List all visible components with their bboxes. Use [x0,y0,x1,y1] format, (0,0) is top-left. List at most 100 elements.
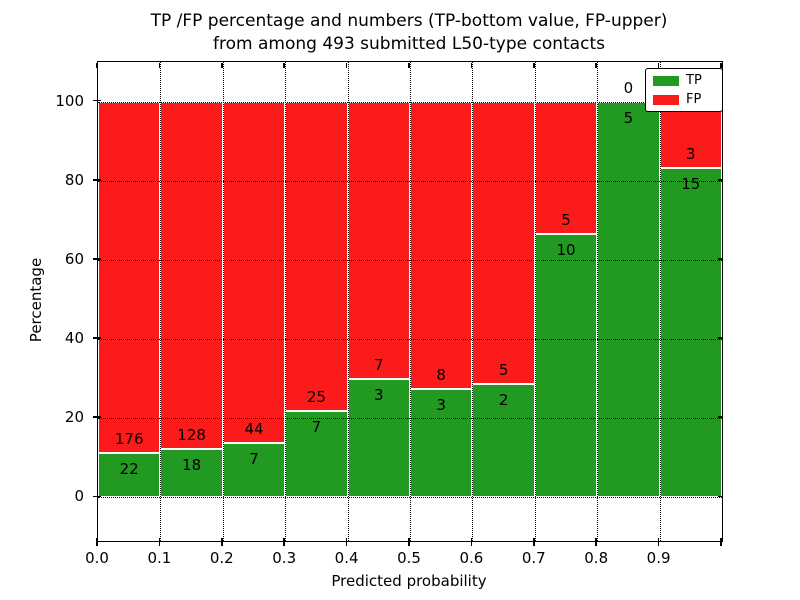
x-tick-label: 0.6 [459,549,484,567]
axis-tick [93,258,101,260]
fp-count-label: 5 [561,210,571,229]
fp-count-label: 128 [177,425,206,444]
x-tick-label: 0.9 [646,549,671,567]
tp-count-label: 7 [249,450,259,469]
axis-tick [345,62,348,68]
tp-bar-segment [659,167,722,498]
axis-tick [93,416,101,419]
x-tick-label: 0.3 [272,549,297,567]
fp-count-label: 44 [244,420,264,439]
y-axis-label: Percentage [27,257,45,343]
axis-tick [93,495,101,498]
axis-tick [718,416,723,419]
x-tick-label: 0.7 [521,549,546,567]
plot-area: 176 22 128 18 44 7 25 7 7 3 8 3 5 2 5 10 0 5 3 15 TP FP [97,61,723,542]
fp-bar-segment [285,101,348,411]
axis-tick [283,538,285,546]
axis-tick [158,538,161,546]
fp-count-label: 3 [686,144,696,163]
axis-tick [93,178,101,181]
x-tick-label: 0.4 [334,549,359,567]
tp-count-label: 2 [498,391,509,410]
v-gridline [222,62,224,541]
y-tick-label: 40 [64,329,84,348]
chart-title-line1: TP /FP percentage and numbers (TP-bottom… [150,11,668,31]
axis-tick [533,538,535,546]
tp-count-label: 22 [119,460,139,479]
axis-tick [408,538,410,546]
axis-tick [595,62,597,68]
legend-swatch-icon [653,75,679,86]
tp-count-label: 15 [681,174,701,193]
x-tick-label: 0.5 [397,549,421,567]
tp-bar-segment [534,233,598,498]
fp-bar-segment [659,101,722,168]
legend-label: TP [686,73,702,88]
v-gridline [410,62,411,541]
tp-bar-segment [410,389,473,498]
legend-item: TP [653,74,715,87]
tp-count-label: 3 [374,385,384,404]
x-tick-label: 0.1 [147,549,172,567]
tp-count-label: 18 [182,455,202,474]
axis-tick [93,99,101,102]
v-gridline [285,62,287,541]
v-gridline [160,62,162,541]
tp-count-label: 3 [436,396,446,415]
fp-count-label: 5 [498,361,509,380]
v-gridline [347,62,349,541]
axis-tick [93,337,101,339]
axis-tick [408,62,410,68]
y-tick-label: 20 [64,408,84,427]
fp-bar-segment [410,101,473,390]
x-tick-label: 0.0 [85,549,109,567]
chart-title: TP /FP percentage and numbers (TP-bottom… [97,10,721,56]
y-tick-label: 100 [55,91,84,110]
legend-item: FP [653,93,715,106]
axis-tick [345,538,348,546]
fp-bar-segment [160,101,223,449]
axis-tick [720,538,722,546]
fp-count-label: 7 [374,355,384,374]
axis-tick [96,62,98,68]
axis-tick [657,62,660,68]
fp-bar-segment [98,101,161,454]
fp-bar-segment [472,101,535,385]
fp-count-label: 25 [306,387,326,406]
axis-tick [283,62,285,68]
axis-tick [533,62,535,68]
fp-count-label: 0 [623,78,634,97]
fp-bar-segment [347,101,410,379]
axis-tick [718,495,723,498]
v-gridline [597,62,599,541]
fp-count-label: 8 [436,366,446,385]
axis-tick [595,538,597,546]
x-tick-label: 0.8 [584,549,609,567]
y-tick-label: 0 [74,487,84,506]
y-tick-label: 80 [64,170,84,189]
axis-tick [158,62,161,68]
axis-tick [720,62,722,68]
v-gridline [534,62,536,541]
legend-label: FP [686,92,702,107]
legend: TP FP [645,68,723,112]
axis-tick [221,538,223,546]
tp-bar-segment [597,101,660,498]
tp-count-label: 7 [311,417,322,436]
fp-bar-segment [222,101,286,444]
axis-tick [96,538,98,546]
axis-tick [657,538,660,546]
y-tick-label: 60 [64,249,84,268]
legend-swatch-icon [653,94,679,105]
x-axis-label: Predicted probability [331,572,487,590]
v-gridline [472,62,474,541]
fp-count-label: 176 [114,430,144,449]
axis-tick [221,62,223,68]
axis-tick [470,62,473,68]
tp-count-label: 10 [556,240,576,259]
v-gridline [659,62,661,541]
chart-title-line2: from among 493 submitted L50-type contac… [213,33,605,54]
axis-tick [470,538,473,546]
tp-bar-segment [98,453,161,498]
